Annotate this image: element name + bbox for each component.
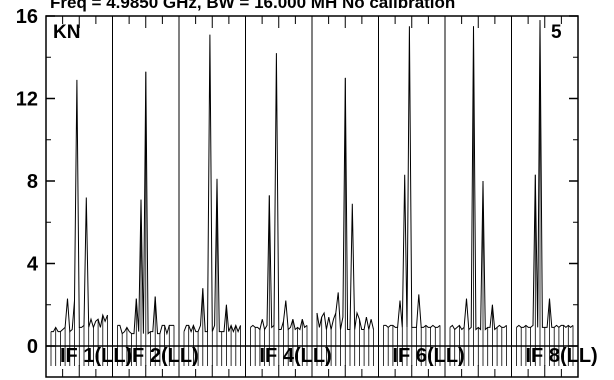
panel-label: IF 2(LL) — [127, 345, 199, 367]
panel-dividers — [112, 16, 512, 377]
y-tick-label: 12 — [16, 89, 38, 111]
series-line-panel-4 — [250, 53, 308, 331]
panel-label: IF 1(LL) — [60, 345, 132, 367]
series-line-panel-8 — [516, 20, 574, 329]
panel-labels: IF 1(LL)IF 2(LL) IF 4(LL) IF 6(LL) IF 8(LL) — [60, 345, 598, 367]
y-axis-ticks: 0 4 8 12 16 — [16, 6, 578, 358]
panel-label: IF 8(LL) — [526, 345, 598, 367]
x-axis-ticks — [62, 16, 562, 377]
series-line-panel-3 — [183, 34, 241, 334]
y-tick-label: 0 — [27, 336, 38, 358]
y-tick-label: 4 — [27, 254, 39, 276]
series-line-panel-6 — [383, 26, 441, 329]
series-line-panel-1 — [51, 79, 108, 333]
corner-label-right: 5 — [551, 22, 562, 43]
corner-label-left: KN — [53, 22, 80, 43]
panel-label: IF 6(LL) — [393, 345, 465, 367]
series-lines — [50, 20, 574, 366]
y-tick-label: 16 — [16, 6, 38, 28]
panel-label: IF 4(LL) — [260, 345, 332, 367]
chart-title: Freq = 4.9850 GHz, BW = 16.000 MH No cal… — [50, 0, 455, 12]
y-tick-label: 8 — [27, 171, 38, 193]
series-line-panel-7 — [449, 26, 507, 331]
